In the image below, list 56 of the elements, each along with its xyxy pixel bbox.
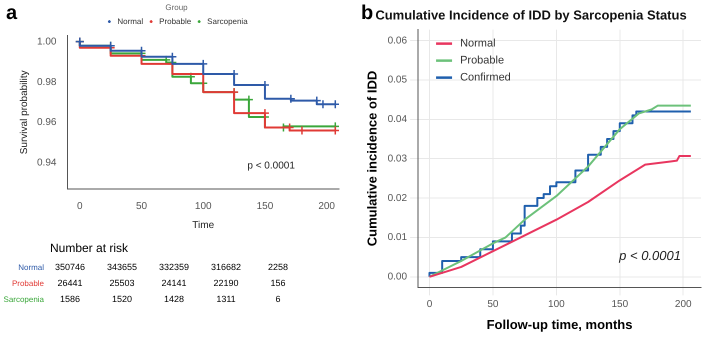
x-tick-label: 200 xyxy=(318,200,336,212)
text: 6 xyxy=(274,293,282,306)
legend-label: Normal xyxy=(460,38,496,50)
text: 343655 xyxy=(106,261,138,274)
text: b xyxy=(361,2,374,25)
legend-label: Sarcopenia xyxy=(207,16,248,26)
y-axis-title: Cumulative incidence of IDD xyxy=(364,70,380,246)
y-tick-label: 0.02 xyxy=(388,192,408,204)
y-axis-title: Survival probability xyxy=(18,70,30,154)
x-tick-label: 50 xyxy=(136,200,148,212)
y-tick-label: 0.03 xyxy=(388,153,408,164)
legend-label: Normal xyxy=(117,16,144,26)
x-tick-label: 50 xyxy=(487,299,499,310)
text: 2258 xyxy=(266,261,290,274)
text: 350746 xyxy=(54,261,86,274)
y-tick-label: 0.94 xyxy=(36,158,57,169)
legend-label: Probable xyxy=(159,16,192,26)
x-tick-label: 100 xyxy=(548,299,566,310)
text: 22190 xyxy=(212,277,240,290)
x-tick-label: 0 xyxy=(77,200,84,212)
text: a xyxy=(6,2,18,25)
y-tick-label: 0.98 xyxy=(36,76,57,88)
legend-title: Group xyxy=(165,3,188,12)
x-tick-label: 150 xyxy=(611,299,629,310)
chart-title: Cumulative Incidence of IDD by Sarcopenia Status xyxy=(375,7,687,22)
annotation: p < 0.0001 xyxy=(618,248,681,264)
text: 24141 xyxy=(160,277,188,290)
text: 156 xyxy=(269,277,287,290)
text: 1586 xyxy=(58,293,82,306)
y-tick-label: 0.05 xyxy=(388,74,408,86)
x-tick-label: 150 xyxy=(256,200,274,212)
annotation: p < 0.0001 xyxy=(247,160,296,172)
y-tick-label: 0.01 xyxy=(388,232,408,244)
text: 1428 xyxy=(162,293,186,306)
text: 316682 xyxy=(210,261,242,274)
y-tick-label: 0.96 xyxy=(36,117,57,128)
text: 26441 xyxy=(56,277,84,290)
text: 1520 xyxy=(110,293,134,306)
x-axis-title: Time xyxy=(192,220,215,231)
text: Sarcopenia xyxy=(2,294,44,306)
y-tick-label: 0.00 xyxy=(388,272,408,283)
legend-label: Probable xyxy=(460,54,504,67)
y-tick-label: 1.00 xyxy=(36,36,57,48)
y-tick-label: 0.06 xyxy=(388,35,408,46)
text: Probable xyxy=(10,278,44,290)
x-tick-label: 0 xyxy=(426,299,433,310)
x-tick-label: 100 xyxy=(194,200,212,212)
text: Normal xyxy=(17,262,44,274)
x-tick-label: 200 xyxy=(674,299,692,310)
text: 332359 xyxy=(158,261,190,274)
legend-label: Confirmed xyxy=(460,72,511,84)
y-tick-label: 0.04 xyxy=(388,114,408,126)
text: 1311 xyxy=(215,293,237,306)
x-axis-title: Follow-up time, months xyxy=(486,316,632,332)
text: 25503 xyxy=(108,277,136,290)
text: Number at risk xyxy=(50,241,130,255)
